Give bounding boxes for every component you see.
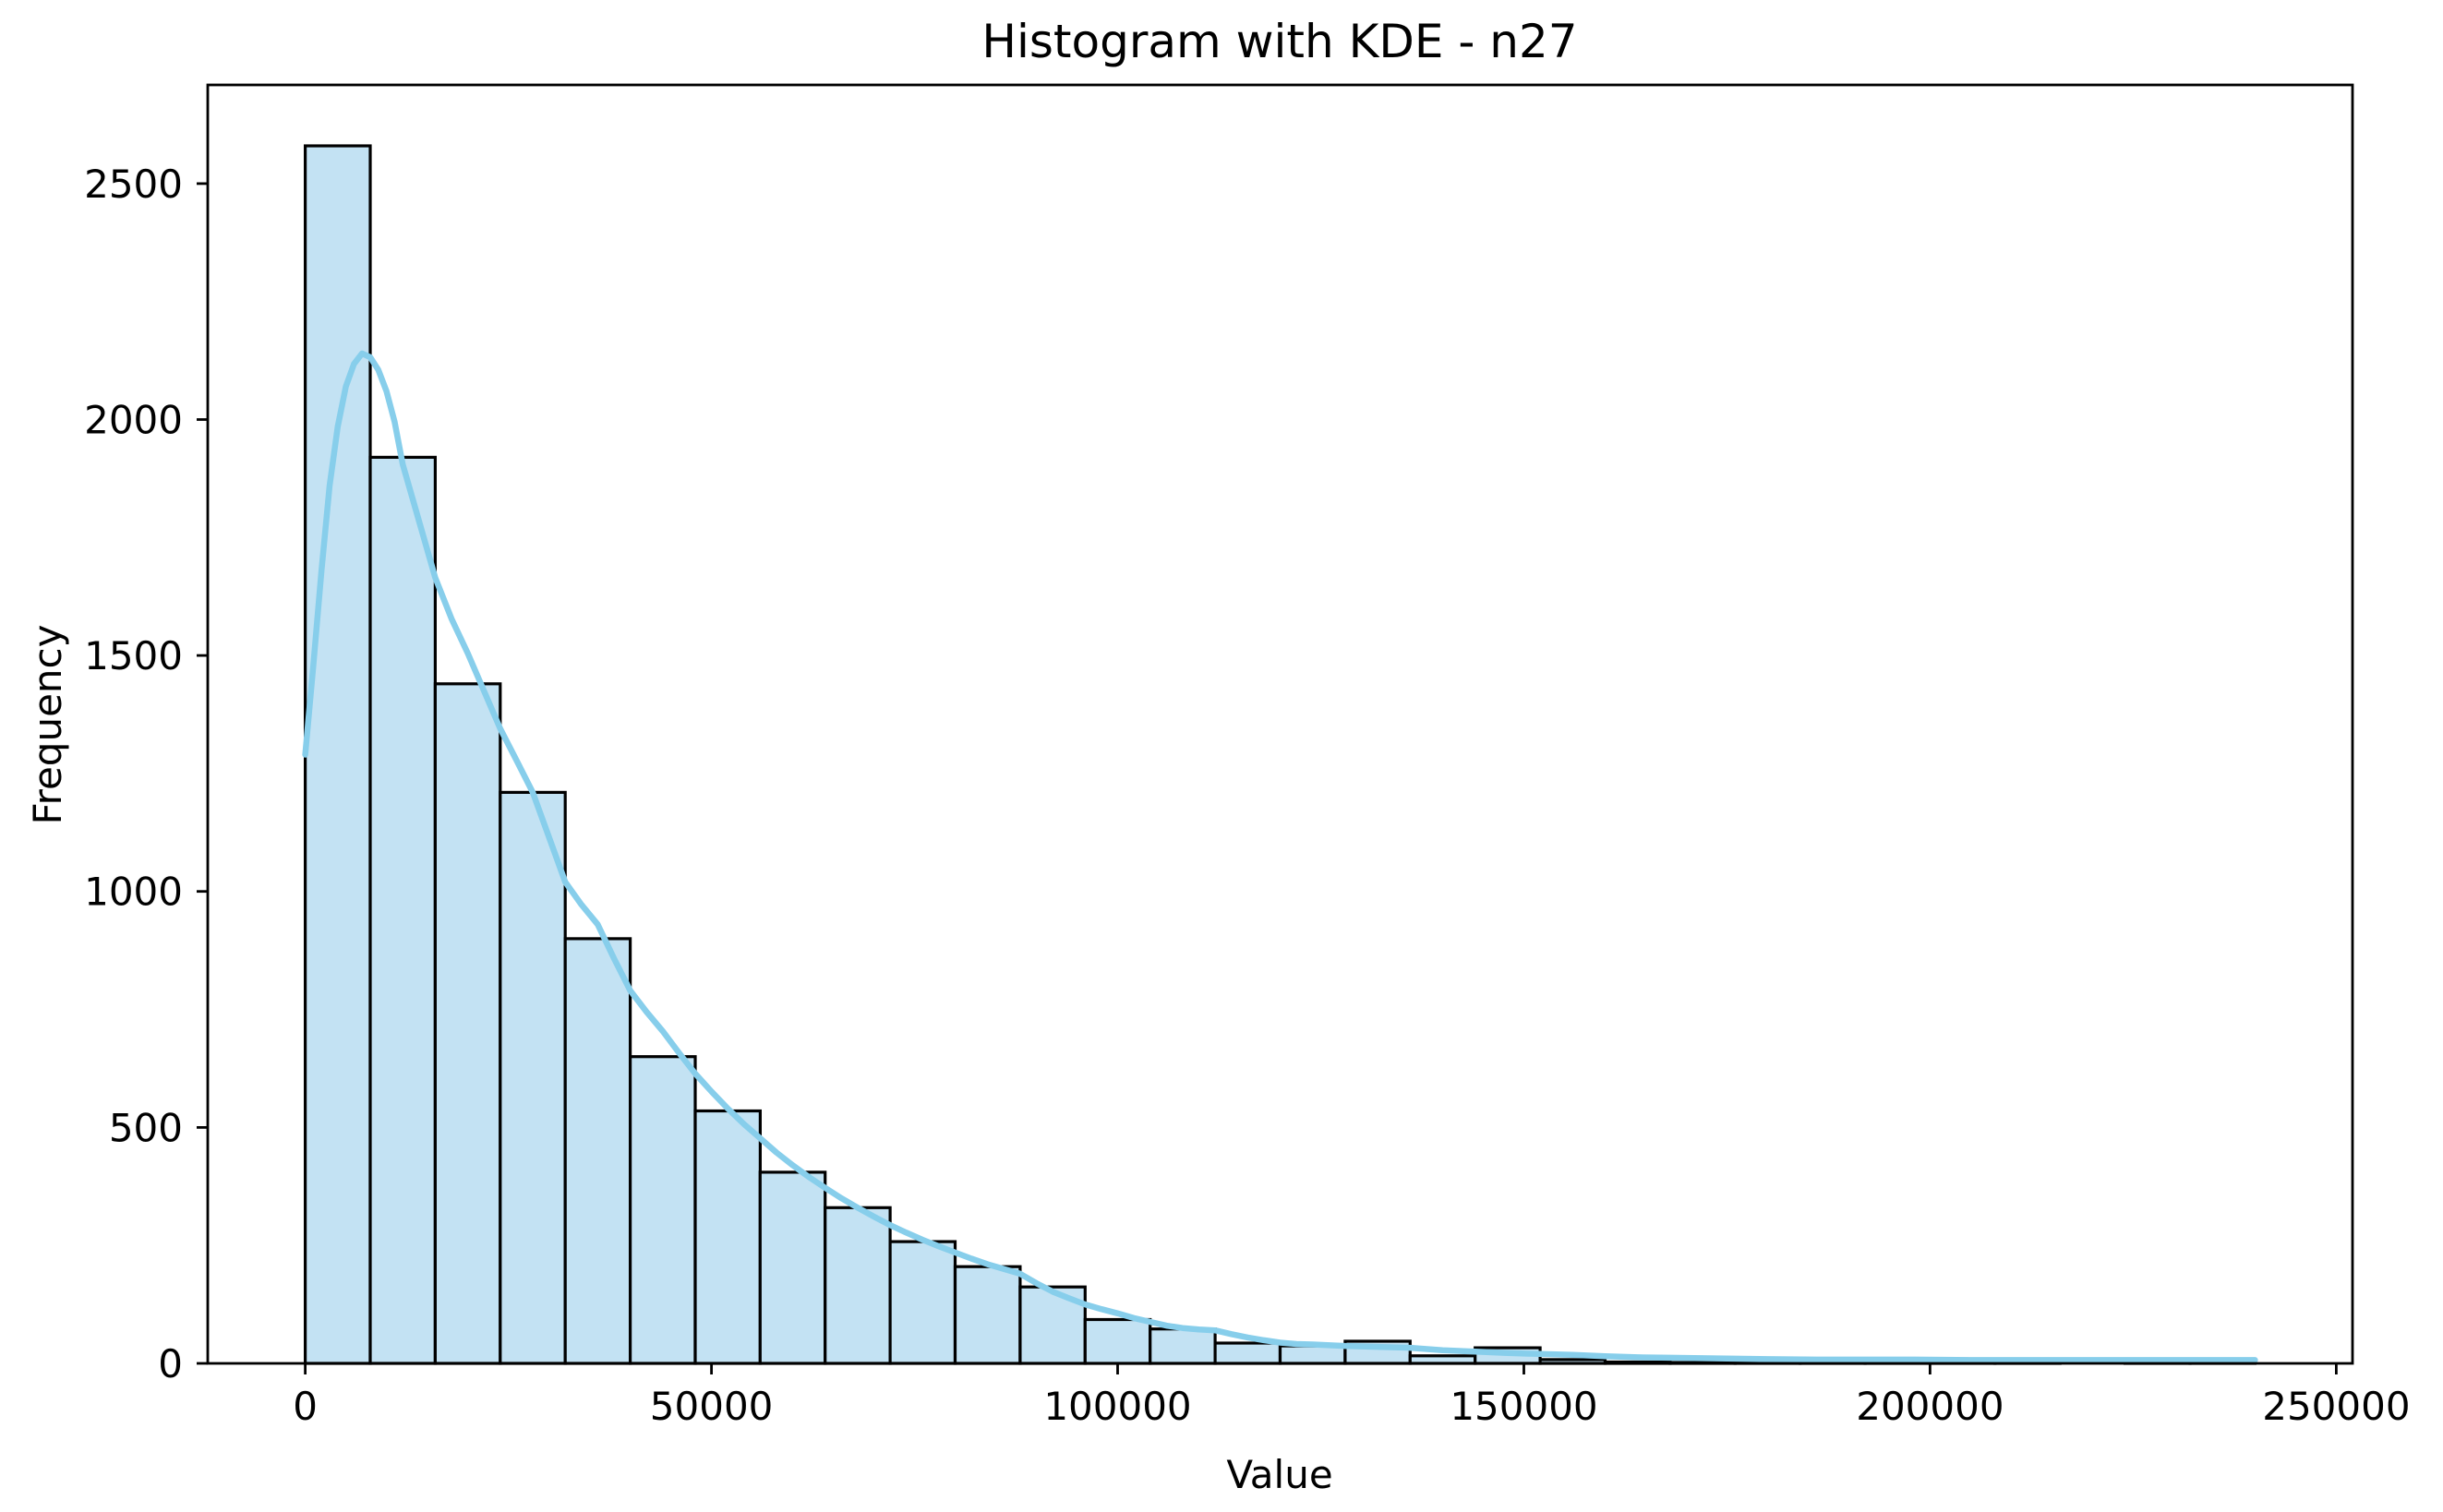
x-axis-label: Value — [1226, 1452, 1332, 1497]
histogram-bar — [693, 1109, 763, 1365]
y-tick-label: 500 — [109, 1105, 183, 1150]
x-tick-label: 250000 — [2262, 1384, 2410, 1429]
histogram-bar — [1278, 1344, 1347, 1365]
y-tick-label: 1500 — [84, 633, 183, 678]
histogram-bar — [1149, 1327, 1217, 1365]
y-tick-label: 0 — [158, 1341, 183, 1386]
axes-frame — [206, 83, 2354, 1365]
histogram-bar — [433, 682, 502, 1365]
x-axis-ticks: 0 50000 100000 150000 200000 250000 — [293, 1363, 2411, 1429]
histogram-bar — [953, 1265, 1022, 1365]
x-tick-label: 200000 — [1856, 1384, 2004, 1429]
histogram-bars — [304, 144, 2257, 1365]
chart-title: Histogram with KDE - n27 — [981, 15, 1577, 68]
histogram-bar — [888, 1240, 957, 1365]
histogram-bar — [563, 937, 632, 1365]
histogram-bar — [628, 1055, 697, 1365]
histogram-bar — [1213, 1341, 1282, 1365]
x-tick-label: 150000 — [1450, 1384, 1597, 1429]
y-axis-label: Frequency — [25, 625, 70, 825]
x-tick-label: 50000 — [650, 1384, 774, 1429]
y-tick-label: 2000 — [84, 398, 183, 443]
axes — [206, 83, 2354, 1365]
y-axis-ticks: 0 500 1000 1500 2000 2500 — [84, 162, 208, 1386]
histogram-bar — [758, 1170, 827, 1365]
histogram-bar — [368, 455, 438, 1365]
y-tick-label: 1000 — [84, 870, 183, 915]
kde-curve — [302, 350, 2258, 1363]
x-tick-label: 100000 — [1043, 1384, 1191, 1429]
histogram-bar — [1083, 1317, 1152, 1365]
histogram-bar — [304, 144, 372, 1365]
histogram-bar — [499, 790, 567, 1365]
kde-curve-group — [302, 350, 2258, 1363]
y-tick-label: 2500 — [84, 162, 183, 207]
x-tick-label: 0 — [293, 1384, 318, 1429]
histogram-bar — [824, 1206, 892, 1365]
